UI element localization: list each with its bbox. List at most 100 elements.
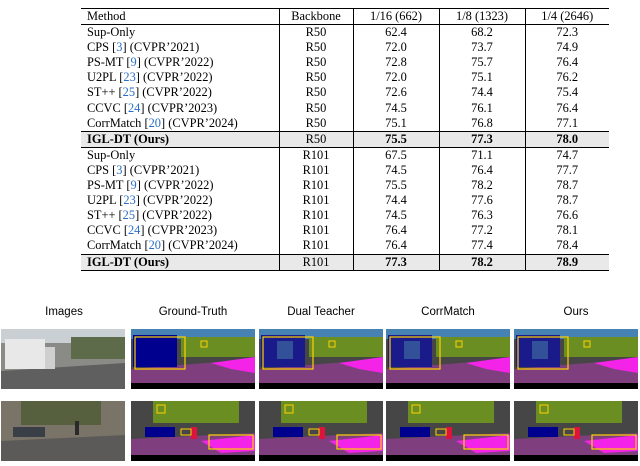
score-cell: 74.5 <box>352 208 440 224</box>
citation-link[interactable]: 9 <box>130 55 137 70</box>
score-cell: 75.7 <box>438 55 526 71</box>
method-name: IGL-DT (Ours) <box>87 254 170 269</box>
backbone-cell: R101 <box>278 162 354 179</box>
backbone-cell: R50 <box>278 70 354 86</box>
citation-link[interactable]: 3 <box>116 40 123 55</box>
method-cell: CorrMatch [20] (CVPR’2024) <box>81 238 280 254</box>
method-cell: CPS [3] (CVPR’2021) <box>81 40 280 56</box>
score-cell: 73.7 <box>438 40 526 56</box>
venue: (CVPR’2022) <box>143 178 214 193</box>
table-row: ST++ [25] (CVPR’2022) R101 74.5 76.3 76.6 <box>81 208 609 224</box>
score-cell: 72.0 <box>352 40 440 56</box>
backbone-cell: R50 <box>278 40 354 56</box>
table-row: CorrMatch [20] (CVPR’2024) R50 75.1 76.8 77.… <box>81 115 609 132</box>
score-cell: 72.6 <box>352 85 440 101</box>
score-cell: 75.5 <box>352 178 440 194</box>
score-cell: 74.4 <box>438 85 526 101</box>
backbone-cell: R50 <box>278 85 354 101</box>
venue: (CVPR’2024) <box>168 115 238 130</box>
table-row: PS-MT [9] (CVPR’2022) R101 75.5 78.2 78.7 <box>81 178 609 194</box>
score-cell: 75.4 <box>524 85 609 101</box>
dual-teacher-panel <box>259 401 383 461</box>
method-name: CorrMatch <box>87 238 142 253</box>
method-cell: IGL-DT (Ours) <box>81 254 280 271</box>
score-cell: 78.0 <box>524 131 609 148</box>
table-row: CCVC [24] (CVPR’2023) R101 76.4 77.2 78.1 <box>81 223 609 239</box>
backbone-cell: R101 <box>278 193 354 209</box>
column-title-corrmatch: CorrMatch <box>421 306 475 318</box>
citation-link[interactable]: 23 <box>123 70 136 85</box>
method-name: CCVC <box>87 223 121 238</box>
citation-link[interactable]: 25 <box>122 208 136 223</box>
citation-link[interactable]: 20 <box>148 238 161 253</box>
venue: (CVPR’2021) <box>129 40 200 55</box>
table-row: CCVC [24] (CVPR’2023) R50 74.5 76.1 76.4 <box>81 100 609 116</box>
header-backbone: Backbone <box>278 8 354 25</box>
score-cell: 71.1 <box>438 147 526 163</box>
corrmatch-panel <box>386 329 510 389</box>
citation-link[interactable]: 20 <box>148 115 161 130</box>
image-panel <box>1 401 125 461</box>
table-row: Sup-Only R101 67.5 71.1 74.7 <box>81 147 609 163</box>
backbone-cell: R101 <box>278 208 354 224</box>
method-name: IGL-DT (Ours) <box>87 131 170 146</box>
score-cell: 77.7 <box>524 162 609 179</box>
citation-link[interactable]: 3 <box>116 162 123 177</box>
backbone-cell: R101 <box>278 178 354 194</box>
citation-link[interactable]: 9 <box>130 178 137 193</box>
method-cell: Sup-Only <box>81 147 280 163</box>
score-cell: 74.5 <box>352 100 440 116</box>
score-cell: 77.3 <box>438 131 526 148</box>
score-cell: 77.3 <box>352 254 440 271</box>
table-row: CPS [3] (CVPR’2021) R101 74.5 76.4 77.7 <box>81 162 609 179</box>
method-cell: IGL-DT (Ours) <box>81 131 280 148</box>
citation-link[interactable]: 24 <box>127 223 141 238</box>
score-cell: 72.0 <box>352 70 440 86</box>
citation-link[interactable]: 23 <box>123 193 136 208</box>
table-row: CPS [3] (CVPR’2021) R50 72.0 73.7 74.9 <box>81 40 609 56</box>
venue: (CVPR’2022) <box>143 70 213 85</box>
ours-panel <box>514 401 638 461</box>
backbone-cell: R50 <box>278 131 354 148</box>
ground-truth-image <box>131 329 255 389</box>
score-cell: 76.2 <box>524 70 609 86</box>
venue: (CVPR’2023) <box>147 223 218 238</box>
results-table: Method Backbone 1/16 (662) 1/8 (1323) 1/… <box>81 8 609 271</box>
score-cell: 76.4 <box>352 223 440 239</box>
method-name: CorrMatch <box>87 115 142 130</box>
column-title-ground-truth: Ground-Truth <box>158 306 228 318</box>
backbone-cell: R101 <box>278 147 354 163</box>
venue: (CVPR’2022) <box>143 55 214 70</box>
score-cell: 77.6 <box>438 193 526 209</box>
score-cell: 78.2 <box>438 178 526 194</box>
table-row: CorrMatch [20] (CVPR’2024) R101 76.4 77.4 78… <box>81 238 609 254</box>
dual-teacher-panel <box>259 329 383 389</box>
ours-image <box>514 329 638 389</box>
image-image <box>1 401 125 461</box>
ours-image <box>514 401 638 461</box>
score-cell: 72.8 <box>352 55 440 71</box>
venue: (CVPR’2024) <box>168 238 238 253</box>
score-cell: 75.5 <box>352 131 440 148</box>
method-name: PS-MT <box>87 55 124 70</box>
citation-link[interactable]: 24 <box>127 100 141 115</box>
method-name: U2PL <box>87 193 117 208</box>
column-title-ours: Ours <box>563 306 589 318</box>
method-cell: ST++ [25] (CVPR’2022) <box>81 208 280 224</box>
method-cell: Sup-Only <box>81 24 280 41</box>
method-name: Sup-Only <box>87 25 136 40</box>
score-cell: 74.7 <box>524 147 609 163</box>
venue: (CVPR’2022) <box>142 208 212 223</box>
method-cell: U2PL [23] (CVPR’2022) <box>81 193 280 209</box>
ground-truth-image <box>131 401 255 461</box>
score-cell: 74.9 <box>524 40 609 56</box>
table-row: Sup-Only R50 62.4 68.2 72.3 <box>81 24 609 41</box>
score-cell: 78.4 <box>524 238 609 254</box>
citation-link[interactable]: 25 <box>122 85 136 100</box>
corrmatch-panel <box>386 401 510 461</box>
score-cell: 75.1 <box>352 115 440 132</box>
table-row: ST++ [25] (CVPR’2022) R50 72.6 74.4 75.4 <box>81 85 609 101</box>
corrmatch-image <box>386 329 510 389</box>
table-row: IGL-DT (Ours) R50 75.5 77.3 78.0 <box>81 131 609 148</box>
backbone-cell: R101 <box>278 238 354 254</box>
